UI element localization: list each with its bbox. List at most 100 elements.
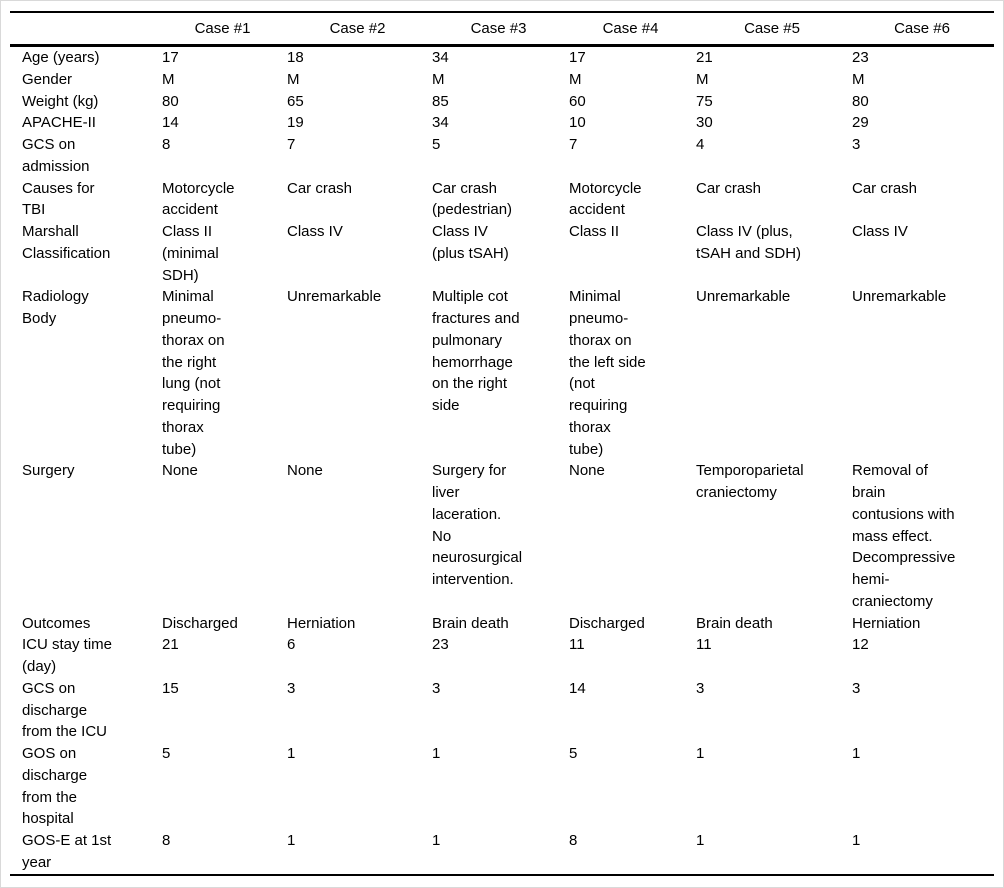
header-cell-case-2: Case #2 <box>285 12 430 47</box>
table-cell: 6 <box>287 636 296 654</box>
table-cell: Motorcycle accident <box>569 179 642 219</box>
table-cell: 14 <box>162 114 179 132</box>
table-cell: Brain death <box>696 614 773 632</box>
table-cell: 1 <box>432 832 441 849</box>
table-cell: 15 <box>162 679 179 697</box>
table-cell: Herniation <box>852 614 921 632</box>
row-label: Age (years) <box>22 49 100 66</box>
table-cell: 3 <box>432 679 441 697</box>
row-label: APACHE-II <box>22 114 96 132</box>
table-cell: 10 <box>569 114 586 132</box>
table-cell: 12 <box>852 636 869 654</box>
row-label: Causes for TBI <box>22 179 95 219</box>
table-cell: 80 <box>852 92 869 110</box>
row-label: Marshall Classification <box>22 223 111 262</box>
table-cell: Unremarkable <box>696 288 791 306</box>
table-cell: 8 <box>569 832 578 849</box>
table-row-gcs-admission: GCS on admission 8 7 5 7 4 3 <box>10 134 994 178</box>
table-cell: 11 <box>696 636 712 654</box>
table-cell: 21 <box>162 636 179 654</box>
table-cell: 5 <box>162 745 171 762</box>
table-row-weight: Weight (kg) 80 65 85 60 75 80 <box>10 91 994 113</box>
header-cell-case-6: Case #6 <box>850 12 994 47</box>
table-cell: 14 <box>569 679 586 697</box>
header-row: Case #1 Case #2 Case #3 Case #4 Case #5 … <box>10 12 994 47</box>
table-cell: 29 <box>852 114 869 132</box>
row-label: Surgery <box>22 462 75 480</box>
row-label: Gender <box>22 70 73 88</box>
table-cell: M <box>162 70 175 88</box>
table-cell: 80 <box>162 92 179 110</box>
table-row-marshall: Marshall Classification Class II (minima… <box>10 221 994 286</box>
table-cell: Discharged <box>162 614 238 632</box>
table-cell: Class II (minimal SDH) <box>162 223 219 284</box>
header-cell-case-3: Case #3 <box>430 12 567 47</box>
table-cell: 3 <box>287 679 296 697</box>
table-row-apache: APACHE-II 14 19 34 10 30 29 <box>10 112 994 134</box>
table-cell: Minimal pneumo- thorax on the right lung… <box>162 288 225 458</box>
table-row-age: Age (years) 17 18 34 17 21 23 <box>10 46 994 69</box>
table-cell: Car crash <box>852 179 918 197</box>
table-cell: None <box>162 462 198 480</box>
table-cell: 17 <box>162 49 179 66</box>
table-cell: M <box>696 70 709 88</box>
table-cell: Minimal pneumo- thorax on the left side … <box>569 288 646 458</box>
table-cell: 23 <box>432 636 449 654</box>
table-cell: None <box>569 462 605 480</box>
table-cell: 3 <box>696 679 705 697</box>
table-cell: Unremarkable <box>287 288 382 306</box>
table-cell: 11 <box>569 636 585 654</box>
table-cell: Surgery for liver laceration. No neurosu… <box>432 462 523 588</box>
header-cell-case-4: Case #4 <box>567 12 694 47</box>
table-row-outcomes: Outcomes Discharged Herniation Brain dea… <box>10 613 994 635</box>
table-cell: 60 <box>569 92 586 110</box>
row-label: GOS-E at 1st year <box>22 832 112 871</box>
table-cell: 3 <box>852 679 861 697</box>
table-cell: 85 <box>432 92 449 110</box>
table-cell: 5 <box>569 745 578 762</box>
table-row-gos-discharge: GOS on discharge from the hospital 5 1 1… <box>10 743 994 830</box>
table-cell: Class IV <box>287 223 343 240</box>
table-cell: 18 <box>287 49 304 66</box>
table-row-gender: Gender M M M M M M <box>10 69 994 91</box>
table-row-radiology: Radiology Body Minimal pneumo- thorax on… <box>10 286 994 460</box>
table-row-causes: Causes for TBI Motorcycle accident Car c… <box>10 178 994 222</box>
header-cell-case-5: Case #5 <box>694 12 850 47</box>
table-cell: M <box>432 70 445 88</box>
table-cell: 19 <box>287 114 304 132</box>
table-cell: Class IV (plus tSAH) <box>432 223 509 262</box>
table-cell: Herniation <box>287 614 356 632</box>
table-cell: 34 <box>432 114 449 132</box>
table-cell: 4 <box>696 136 705 153</box>
header-cell-case-1: Case #1 <box>160 12 285 47</box>
table-cell: 30 <box>696 114 713 132</box>
table-cell: M <box>569 70 582 88</box>
case-series-table: Case #1 Case #2 Case #3 Case #4 Case #5 … <box>10 11 994 876</box>
row-label: ICU stay time (day) <box>22 636 113 675</box>
table-cell: 34 <box>432 49 449 66</box>
table-cell: 1 <box>852 832 861 849</box>
row-label: GOS on discharge from the hospital <box>22 745 88 828</box>
table-cell: 8 <box>162 832 171 849</box>
table-cell: Brain death <box>432 614 509 632</box>
table-cell: 23 <box>852 49 869 66</box>
table-cell: 3 <box>852 136 861 153</box>
table-cell: 7 <box>287 136 296 153</box>
table-cell: Unremarkable <box>852 288 947 306</box>
table-cell: Removal of brain contusions with mass ef… <box>852 462 956 610</box>
table-cell: M <box>287 70 300 88</box>
table-row-icu-stay: ICU stay time (day) 21 6 23 11 11 12 <box>10 634 994 678</box>
table-cell: Car crash <box>696 179 762 197</box>
table-cell: Car crash <box>287 179 353 197</box>
row-label: GCS on discharge from the ICU <box>22 679 108 741</box>
row-label: Weight (kg) <box>22 92 99 110</box>
table-cell: Discharged <box>569 614 645 632</box>
table-row-gcs-discharge: GCS on discharge from the ICU 15 3 3 14 … <box>10 678 994 743</box>
table-cell: Car crash (pedestrian) <box>432 179 513 219</box>
table-cell: M <box>852 70 865 88</box>
table-cell: 75 <box>696 92 713 110</box>
table-cell: 1 <box>696 832 705 849</box>
table-cell: 65 <box>287 92 304 110</box>
table-row-surgery: Surgery None None Surgery for liver lace… <box>10 460 994 612</box>
